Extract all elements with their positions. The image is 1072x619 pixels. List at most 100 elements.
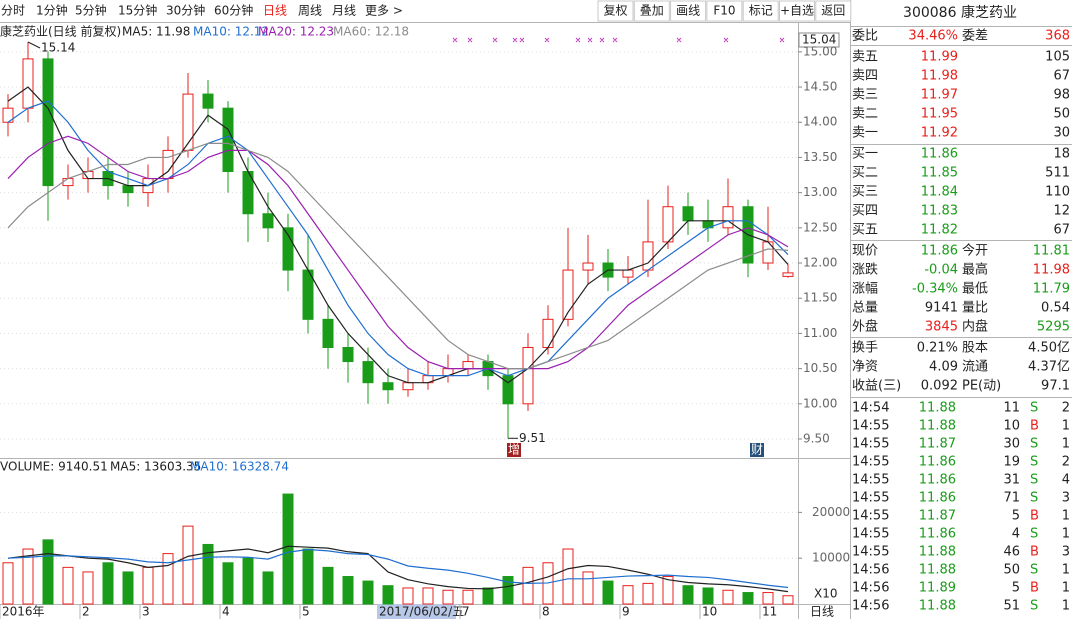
candle-body [622,269,634,278]
volume-bar [122,571,134,605]
candle-body [302,269,314,320]
toolbar-button[interactable] [670,0,707,22]
cursor-price-box [798,32,840,48]
trade-price: 11.88 [919,563,956,578]
candle-body [362,361,374,384]
trade-time: 14:54 [852,401,889,416]
toolbar-button[interactable] [779,0,815,22]
trade-side: B [1030,581,1039,596]
trade-price: 11.88 [919,419,956,434]
quote-label: 内盘 [962,319,988,335]
order-label: 买二 [852,166,878,181]
order-label: 买五 [852,223,878,238]
trade-volume: 11 [1003,401,1020,416]
order-price: 11.99 [921,50,958,65]
quote-label: 股本 [962,341,988,356]
candle-body [402,382,414,391]
candle-body [462,361,474,370]
order-volume: 67 [1053,223,1070,238]
trade-side: S [1030,599,1038,614]
order-price: 11.92 [921,126,958,141]
quote-value: 9141 [925,301,958,316]
event-label[interactable]: 增 [508,443,520,457]
period-label: 日线 [810,605,834,619]
volume-bar [262,571,274,605]
toolbar-button[interactable] [597,0,634,22]
trade-price: 11.86 [919,473,956,488]
legend-entry: MA10: 16328.74 [190,460,289,474]
toolbar-button-label[interactable]: 复权 [603,4,627,18]
event-icon[interactable] [507,443,521,457]
toolbar-button-label[interactable]: F10 [713,4,735,18]
event-icon[interactable] [750,443,764,457]
period-tab[interactable]: 60分钟 [214,3,253,18]
period-tab[interactable]: 周线 [298,4,322,18]
toolbar-button[interactable] [815,0,852,22]
y-tick-label: 9.50 [803,431,830,445]
toolbar-button[interactable] [742,0,779,22]
candle-body [62,178,74,187]
toolbar-button-label[interactable]: 返回 [821,4,845,18]
period-tab[interactable]: 月线 [332,4,356,18]
period-tab[interactable]: 更多 > [365,4,403,18]
order-price: 11.82 [921,223,958,238]
order-volume: 511 [1045,166,1070,181]
toolbar-button[interactable] [706,0,743,22]
order-label: 卖五 [852,50,878,65]
toolbar-button-label[interactable]: 叠加 [640,4,664,18]
trade-side: S [1030,455,1038,470]
trade-volume: 19 [1003,455,1020,470]
period-tab[interactable]: 30分钟 [166,3,205,18]
x-tick-label: 9 [622,605,630,619]
candle-body [782,272,794,277]
x-tick-label: 3 [142,605,150,619]
trade-count: 1 [1062,509,1070,524]
event-label[interactable]: 财 [751,443,763,457]
period-tab[interactable]: 15分钟 [118,3,157,18]
period-tab[interactable]: 分时 [1,4,25,18]
toolbar-button-label[interactable]: 标记 [749,4,773,18]
volume-bar [722,589,734,605]
order-price: 11.83 [921,204,958,219]
trade-count: 1 [1062,437,1070,452]
y-tick-label: 20000 [812,505,850,519]
order-price: 11.98 [921,69,958,84]
order-label: 卖二 [852,107,878,122]
quote-label: 量比 [962,301,988,316]
trade-price: 11.88 [919,401,956,416]
trade-volume: 5 [1012,581,1020,596]
candle-body [282,227,294,271]
candle-body [682,206,694,222]
volume-bar [742,592,754,605]
period-tab[interactable]: 5分钟 [75,3,107,18]
toolbar-button-label[interactable]: +自选 [780,4,814,18]
quote-label: 委差 [962,29,988,44]
trade-volume: 71 [1003,491,1020,506]
quote-value: 97.1 [1041,379,1070,394]
trade-time: 14:55 [852,473,889,488]
cursor-price: 15.04 [802,33,836,47]
x-tick-label: 2016年 [2,605,45,619]
order-volume: 30 [1053,126,1070,141]
order-label: 买四 [852,204,878,219]
toolbar-button-label[interactable]: 画线 [676,4,700,18]
trade-count: 1 [1062,563,1070,578]
quote-label: 总量 [852,301,878,316]
volume-bar [182,525,194,605]
toolbar-button[interactable] [633,0,670,22]
period-tab[interactable]: 1分钟 [36,3,68,18]
cursor-date-box [377,604,456,619]
trade-time: 14:55 [852,545,889,560]
quote-value: 4.09 [929,360,958,375]
period-tab[interactable]: 日线 [263,4,287,18]
volume-scale: X10 [814,587,838,601]
volume-bar [342,576,354,605]
chart-title: 康芝药业(日线 前复权) [0,24,121,39]
order-price: 11.85 [921,166,958,181]
quote-value: 11.79 [1033,282,1070,297]
quote-value: 34.46% [908,29,958,44]
volume-bar [202,543,214,605]
volume-bar [42,539,54,605]
